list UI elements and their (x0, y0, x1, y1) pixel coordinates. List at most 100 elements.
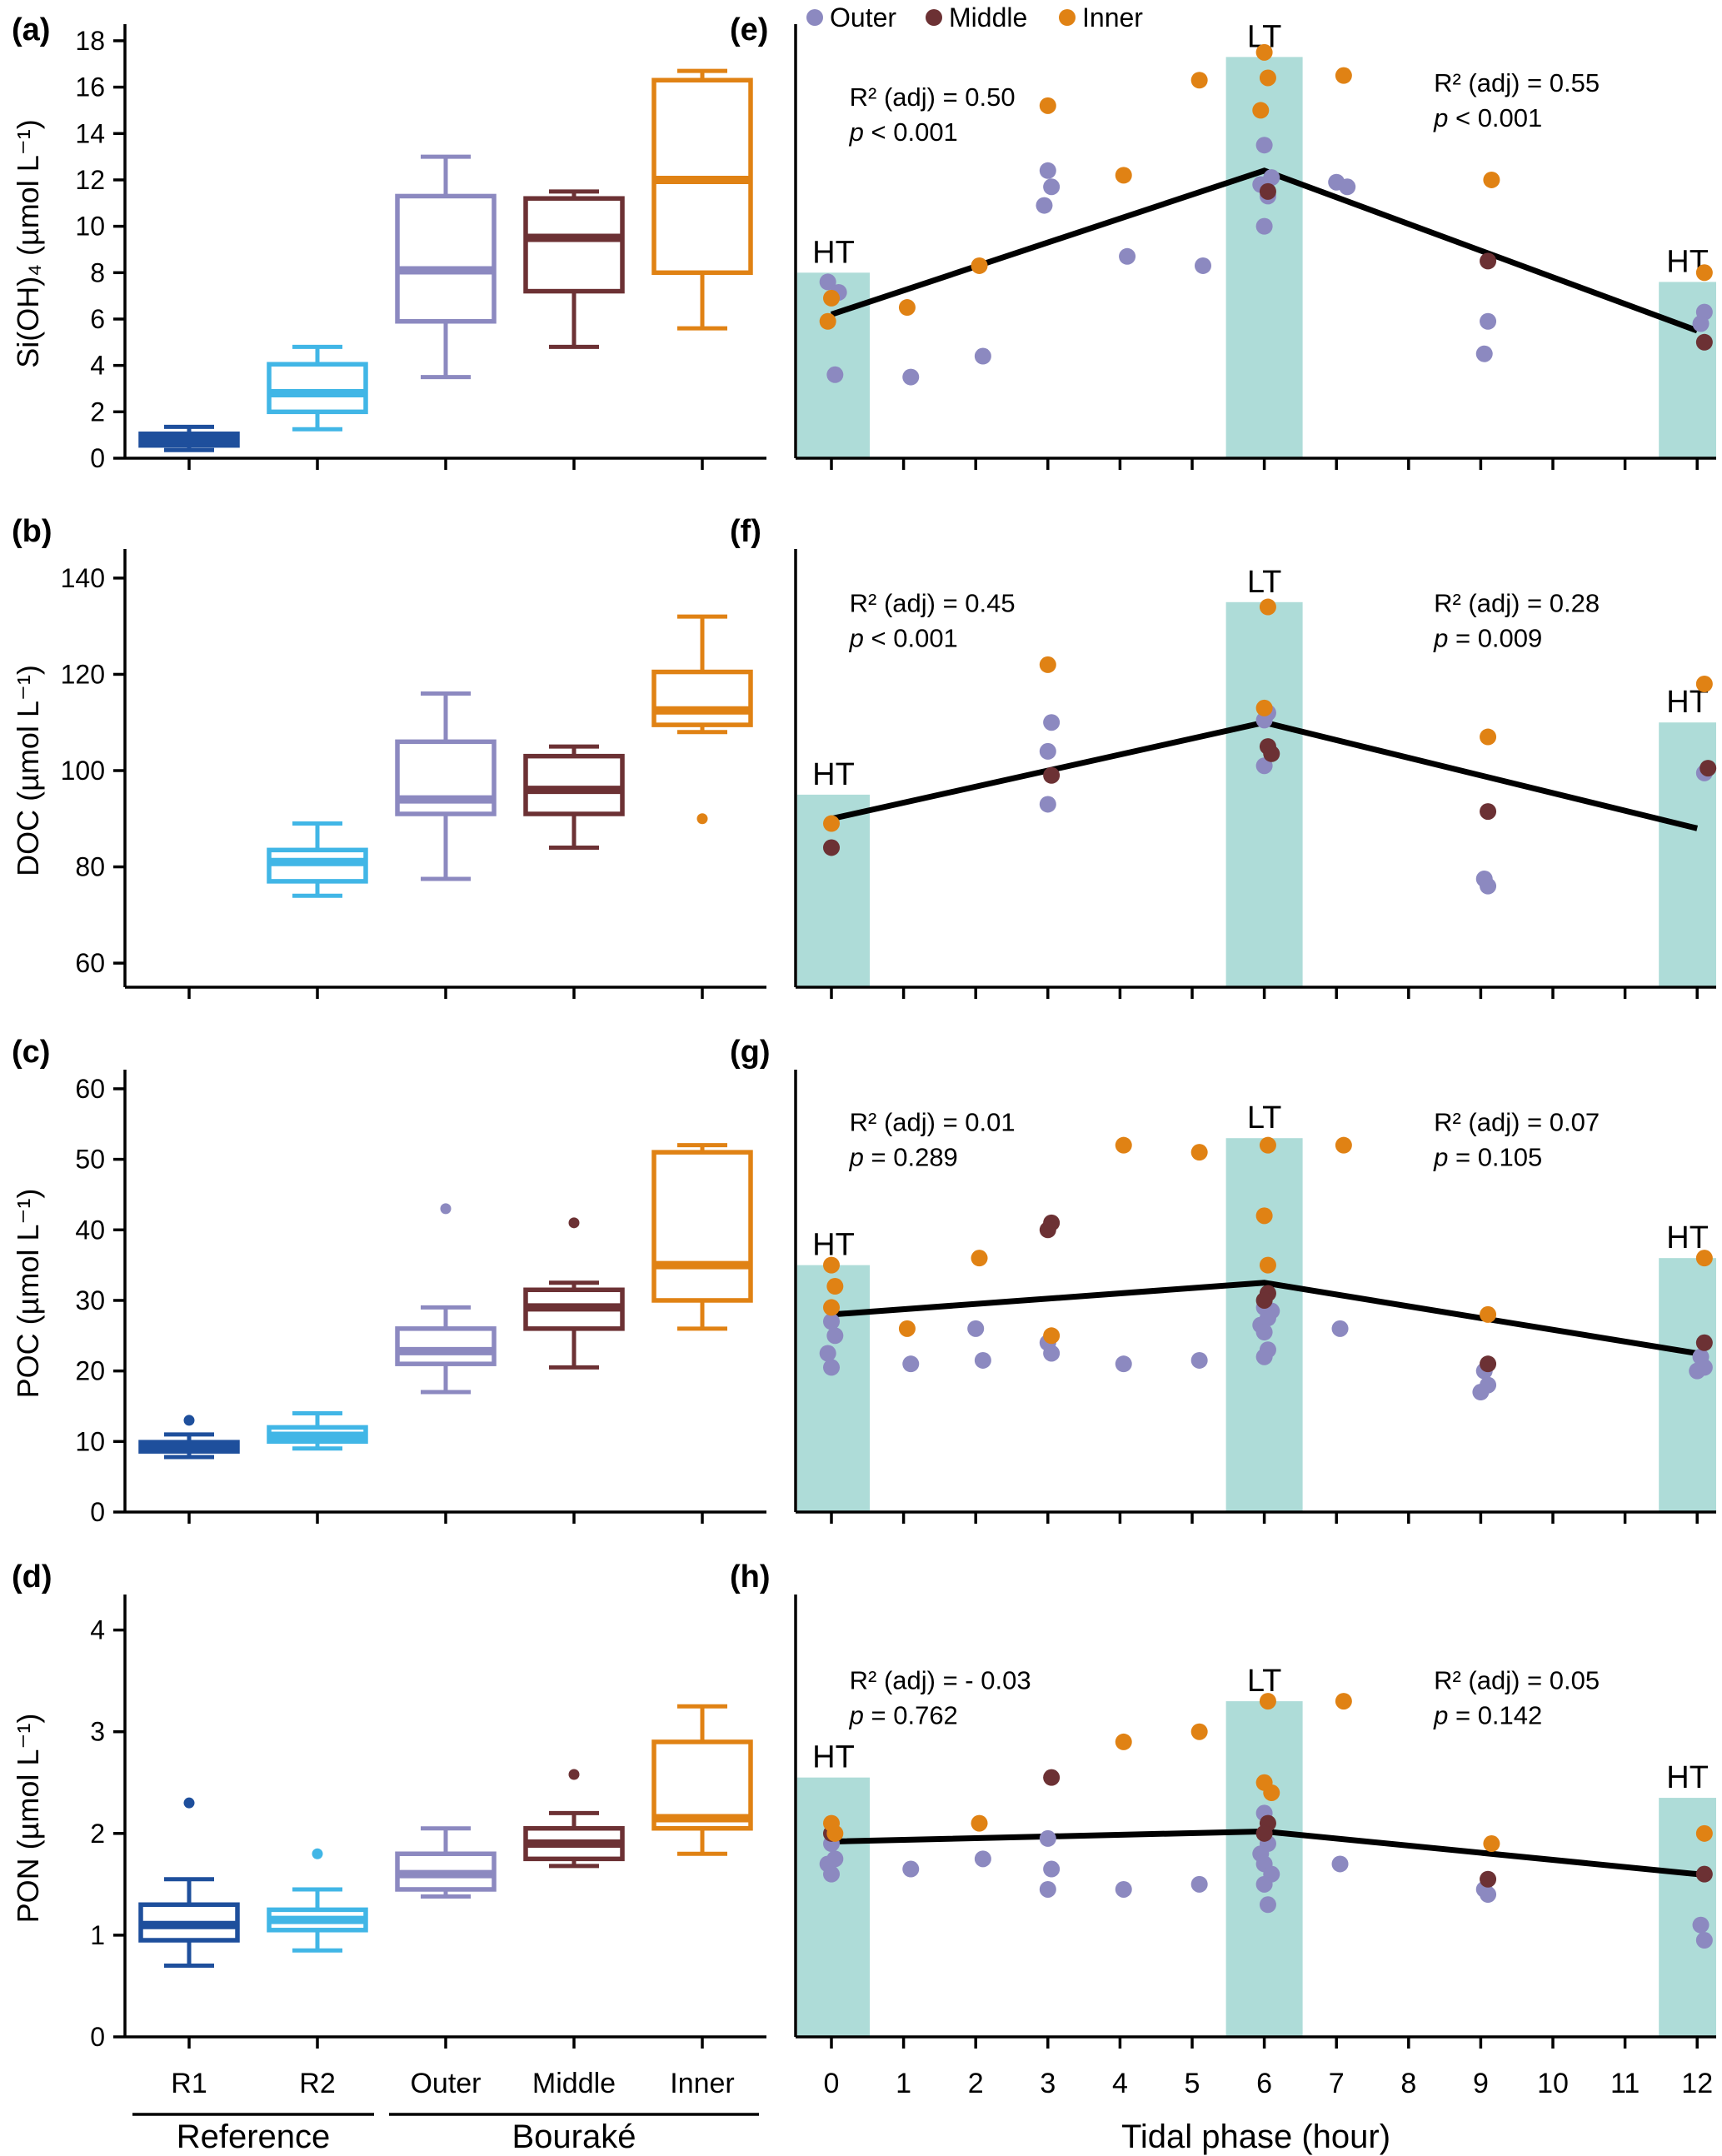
y-tick-label: 60 (75, 948, 105, 978)
y-tick-label: 100 (61, 756, 105, 786)
data-point (1039, 1880, 1056, 1898)
p-value-annotation: p < 0.001 (849, 623, 958, 652)
y-tick-label: 0 (90, 443, 105, 473)
data-point (1194, 257, 1211, 274)
data-point (823, 1313, 840, 1330)
box (651, 1739, 753, 1831)
boxplot-outer (395, 691, 497, 881)
y-tick-label: 0 (90, 1497, 105, 1527)
data-point (1255, 217, 1273, 235)
legend-dot-middle (926, 9, 942, 26)
boxplot-outer (395, 1203, 497, 1395)
y-tick-label: 1 (90, 1920, 105, 1950)
r2-annotation: R² (adj) = 0.28 (1434, 588, 1600, 617)
outlier-point (568, 1217, 580, 1229)
data-point (1255, 1348, 1273, 1365)
data-point (1255, 1207, 1273, 1225)
data-point (1689, 1362, 1706, 1380)
p-value-annotation: p < 0.001 (849, 117, 958, 147)
r2-annotation: R² (adj) = 0.50 (850, 82, 1016, 112)
boxplot-inner (651, 614, 753, 825)
boxplot-r1 (138, 1797, 240, 1969)
data-point (1480, 1355, 1497, 1373)
data-point (902, 368, 920, 386)
series-middle (1259, 182, 1713, 351)
data-point (1331, 1320, 1349, 1337)
data-point (1043, 178, 1061, 196)
data-point (1039, 162, 1056, 179)
data-point (1255, 757, 1273, 775)
p-value-annotation: p = 0.105 (1433, 1143, 1542, 1172)
data-point (1043, 1769, 1061, 1786)
tide-phase-label: HT (1666, 1220, 1709, 1255)
y-tick-label: 2 (90, 1819, 105, 1849)
data-point (1252, 102, 1270, 119)
y-axis-label: POC (µmol L⁻¹) (11, 1189, 45, 1399)
data-point (819, 273, 836, 291)
boxplot-r2 (267, 821, 368, 898)
x-tick-label: 11 (1610, 2068, 1640, 2099)
panel-tag: (d) (12, 1560, 52, 1595)
boxplot-r1 (138, 1415, 240, 1460)
data-point (823, 289, 840, 307)
data-point (898, 1320, 916, 1337)
data-point (1700, 760, 1717, 777)
panel-tag: (a) (12, 12, 50, 47)
data-point (1259, 1136, 1276, 1154)
data-point (823, 815, 840, 832)
data-point (971, 257, 988, 274)
data-point (1472, 1384, 1490, 1401)
data-point (823, 1359, 840, 1376)
series-middle (1039, 1214, 1713, 1373)
tide-band (1225, 601, 1303, 987)
data-point (1043, 714, 1061, 731)
outlier-point (183, 1415, 195, 1426)
box (395, 193, 497, 324)
y-tick-label: 80 (75, 852, 105, 882)
category-label: Inner (670, 2068, 735, 2099)
panel-c: (c) POC (µmol L⁻¹) 0 10 20 30 40 50 60 (11, 1035, 766, 1527)
data-point (823, 839, 840, 856)
x-tick-label: 7 (1329, 2068, 1345, 2099)
data-point (1259, 598, 1276, 616)
y-tick-label: 20 (75, 1356, 105, 1386)
x-tick-label: 5 (1185, 2068, 1200, 2099)
data-point (1695, 264, 1713, 282)
data-point (1259, 1896, 1276, 1914)
data-point (1255, 1291, 1273, 1309)
data-point (1483, 1835, 1500, 1853)
data-point (1475, 345, 1493, 362)
panel-b: (b) DOC (µmol L⁻¹) 60 80 100 120 140 (11, 514, 766, 999)
x-tick-label: 0 (824, 2068, 840, 2099)
y-tick-label: 40 (75, 1215, 105, 1245)
data-point (1263, 1784, 1280, 1801)
p-value-annotation: p = 0.009 (1433, 623, 1542, 652)
data-point (1039, 1829, 1056, 1847)
y-axis-label: Si(OH)₄ (µmol L⁻¹) (11, 119, 45, 367)
tide-phase-label: LT (1247, 565, 1282, 600)
data-point (1692, 1916, 1710, 1934)
data-point (1255, 711, 1273, 729)
p-value-annotation: p = 0.142 (1433, 1700, 1542, 1729)
outlier-point (183, 1797, 195, 1809)
data-point (1115, 1355, 1132, 1373)
panel-a: (a) Si(OH)₄ (µmol L⁻¹) 0 2 4 6 8 10 12 14 16 18 (11, 12, 766, 473)
data-point (823, 1256, 840, 1274)
category-label: Outer (410, 2068, 481, 2099)
panel-d: (d) PON (µmol L⁻¹) 0 1 2 3 4 (11, 1560, 766, 2052)
legend: Outer Middle Inner (806, 2, 1143, 32)
boxplot-r2 (267, 344, 368, 432)
panel-g: (g) HT LT HT R² (adj) = 0.01 p = 0.289 R² (adj… (730, 1035, 1716, 1524)
tide-phase-label: LT (1247, 1100, 1282, 1135)
data-point (974, 1850, 991, 1868)
category-label: R1 (171, 2068, 207, 2099)
data-point (1255, 137, 1273, 154)
legend-label-outer: Outer (830, 2, 896, 32)
data-point (1331, 1855, 1349, 1873)
data-point (1036, 197, 1053, 214)
x-tick-label: 2 (968, 2068, 984, 2099)
data-point (1695, 1334, 1713, 1351)
